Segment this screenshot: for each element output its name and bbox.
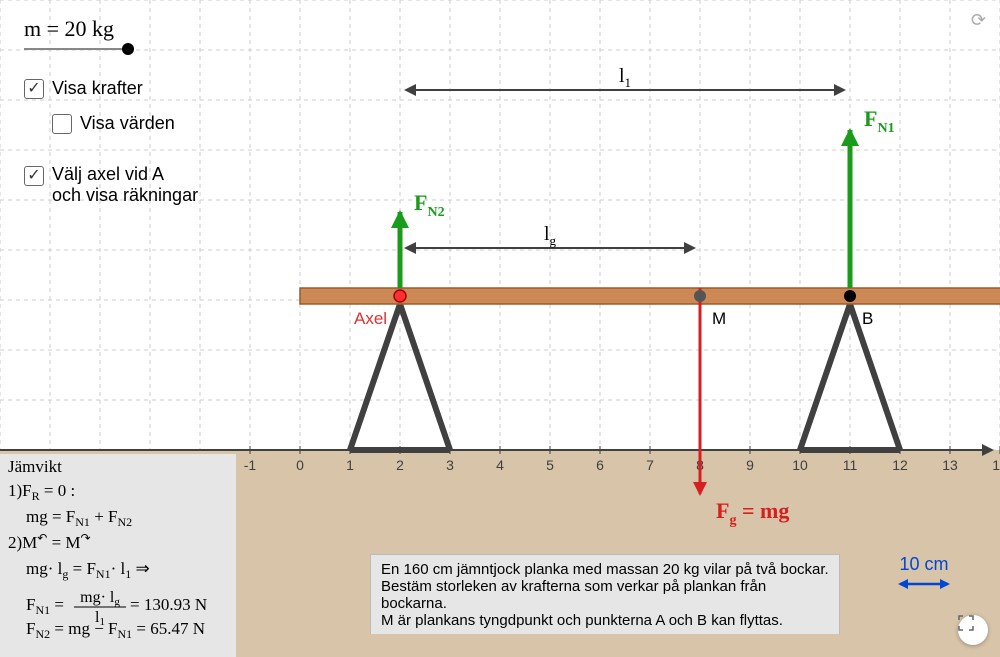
svg-text:mg· lg = FN1· l1 ⇒: mg· lg = FN1· l1 ⇒ — [26, 559, 150, 581]
svg-text:9: 9 — [746, 457, 754, 473]
svg-text:6: 6 — [596, 457, 604, 473]
svg-text:12: 12 — [892, 457, 908, 473]
svg-text:= 130.93 N: = 130.93 N — [130, 595, 207, 614]
checkbox-box[interactable] — [24, 79, 44, 99]
svg-text:FN1: FN1 — [864, 106, 895, 136]
svg-text:mg· lg: mg· lg — [80, 589, 120, 608]
svg-text:-1: -1 — [244, 457, 257, 473]
refresh-icon[interactable]: ⟳ — [971, 10, 986, 31]
svg-text:l1: l1 — [619, 65, 631, 90]
svg-text:M: M — [712, 309, 726, 328]
svg-text:11: 11 — [843, 457, 858, 473]
svg-text:0: 0 — [296, 457, 304, 473]
svg-text:FN2: FN2 — [414, 190, 445, 220]
slider-label: m = 20 kg — [24, 16, 198, 42]
svg-text:Axel: Axel — [354, 309, 387, 328]
checkbox-box[interactable] — [52, 114, 72, 134]
svg-text:FN2 = mg − FN1 = 65.47 N: FN2 = mg − FN1 = 65.47 N — [26, 619, 205, 641]
svg-text:2)M↶ = M↷: 2)M↶ = M↷ — [8, 531, 91, 552]
checkbox-label: Visa värden — [80, 113, 175, 134]
svg-text:3: 3 — [446, 457, 454, 473]
svg-text:1)FR = 0 :: 1)FR = 0 : — [8, 481, 75, 503]
checkbox-choose-axis[interactable]: Välj axel vid A och visa räkningar — [24, 164, 198, 206]
description-box: En 160 cm jämntjock planka med massan 20… — [370, 554, 840, 634]
mass-slider[interactable] — [24, 48, 198, 50]
svg-text:13: 13 — [942, 457, 958, 473]
fullscreen-button[interactable] — [958, 615, 988, 645]
checkbox-label: Välj axel vid A och visa räkningar — [52, 164, 198, 206]
svg-text:Jämvikt: Jämvikt — [8, 457, 62, 476]
svg-text:1: 1 — [346, 457, 354, 473]
svg-text:10: 10 — [792, 457, 808, 473]
svg-text:10 cm: 10 cm — [899, 554, 948, 574]
svg-text:4: 4 — [496, 457, 504, 473]
slider-thumb[interactable] — [122, 43, 134, 55]
svg-text:5: 5 — [546, 457, 554, 473]
svg-text:14: 14 — [992, 457, 1000, 473]
checkbox-label: Visa krafter — [52, 78, 143, 99]
svg-text:B: B — [862, 309, 873, 328]
checkbox-show-forces[interactable]: Visa krafter — [24, 78, 198, 99]
svg-text:7: 7 — [646, 457, 654, 473]
checkbox-show-values[interactable]: Visa värden — [52, 113, 198, 134]
checkbox-box[interactable] — [24, 166, 44, 186]
svg-text:2: 2 — [396, 457, 404, 473]
